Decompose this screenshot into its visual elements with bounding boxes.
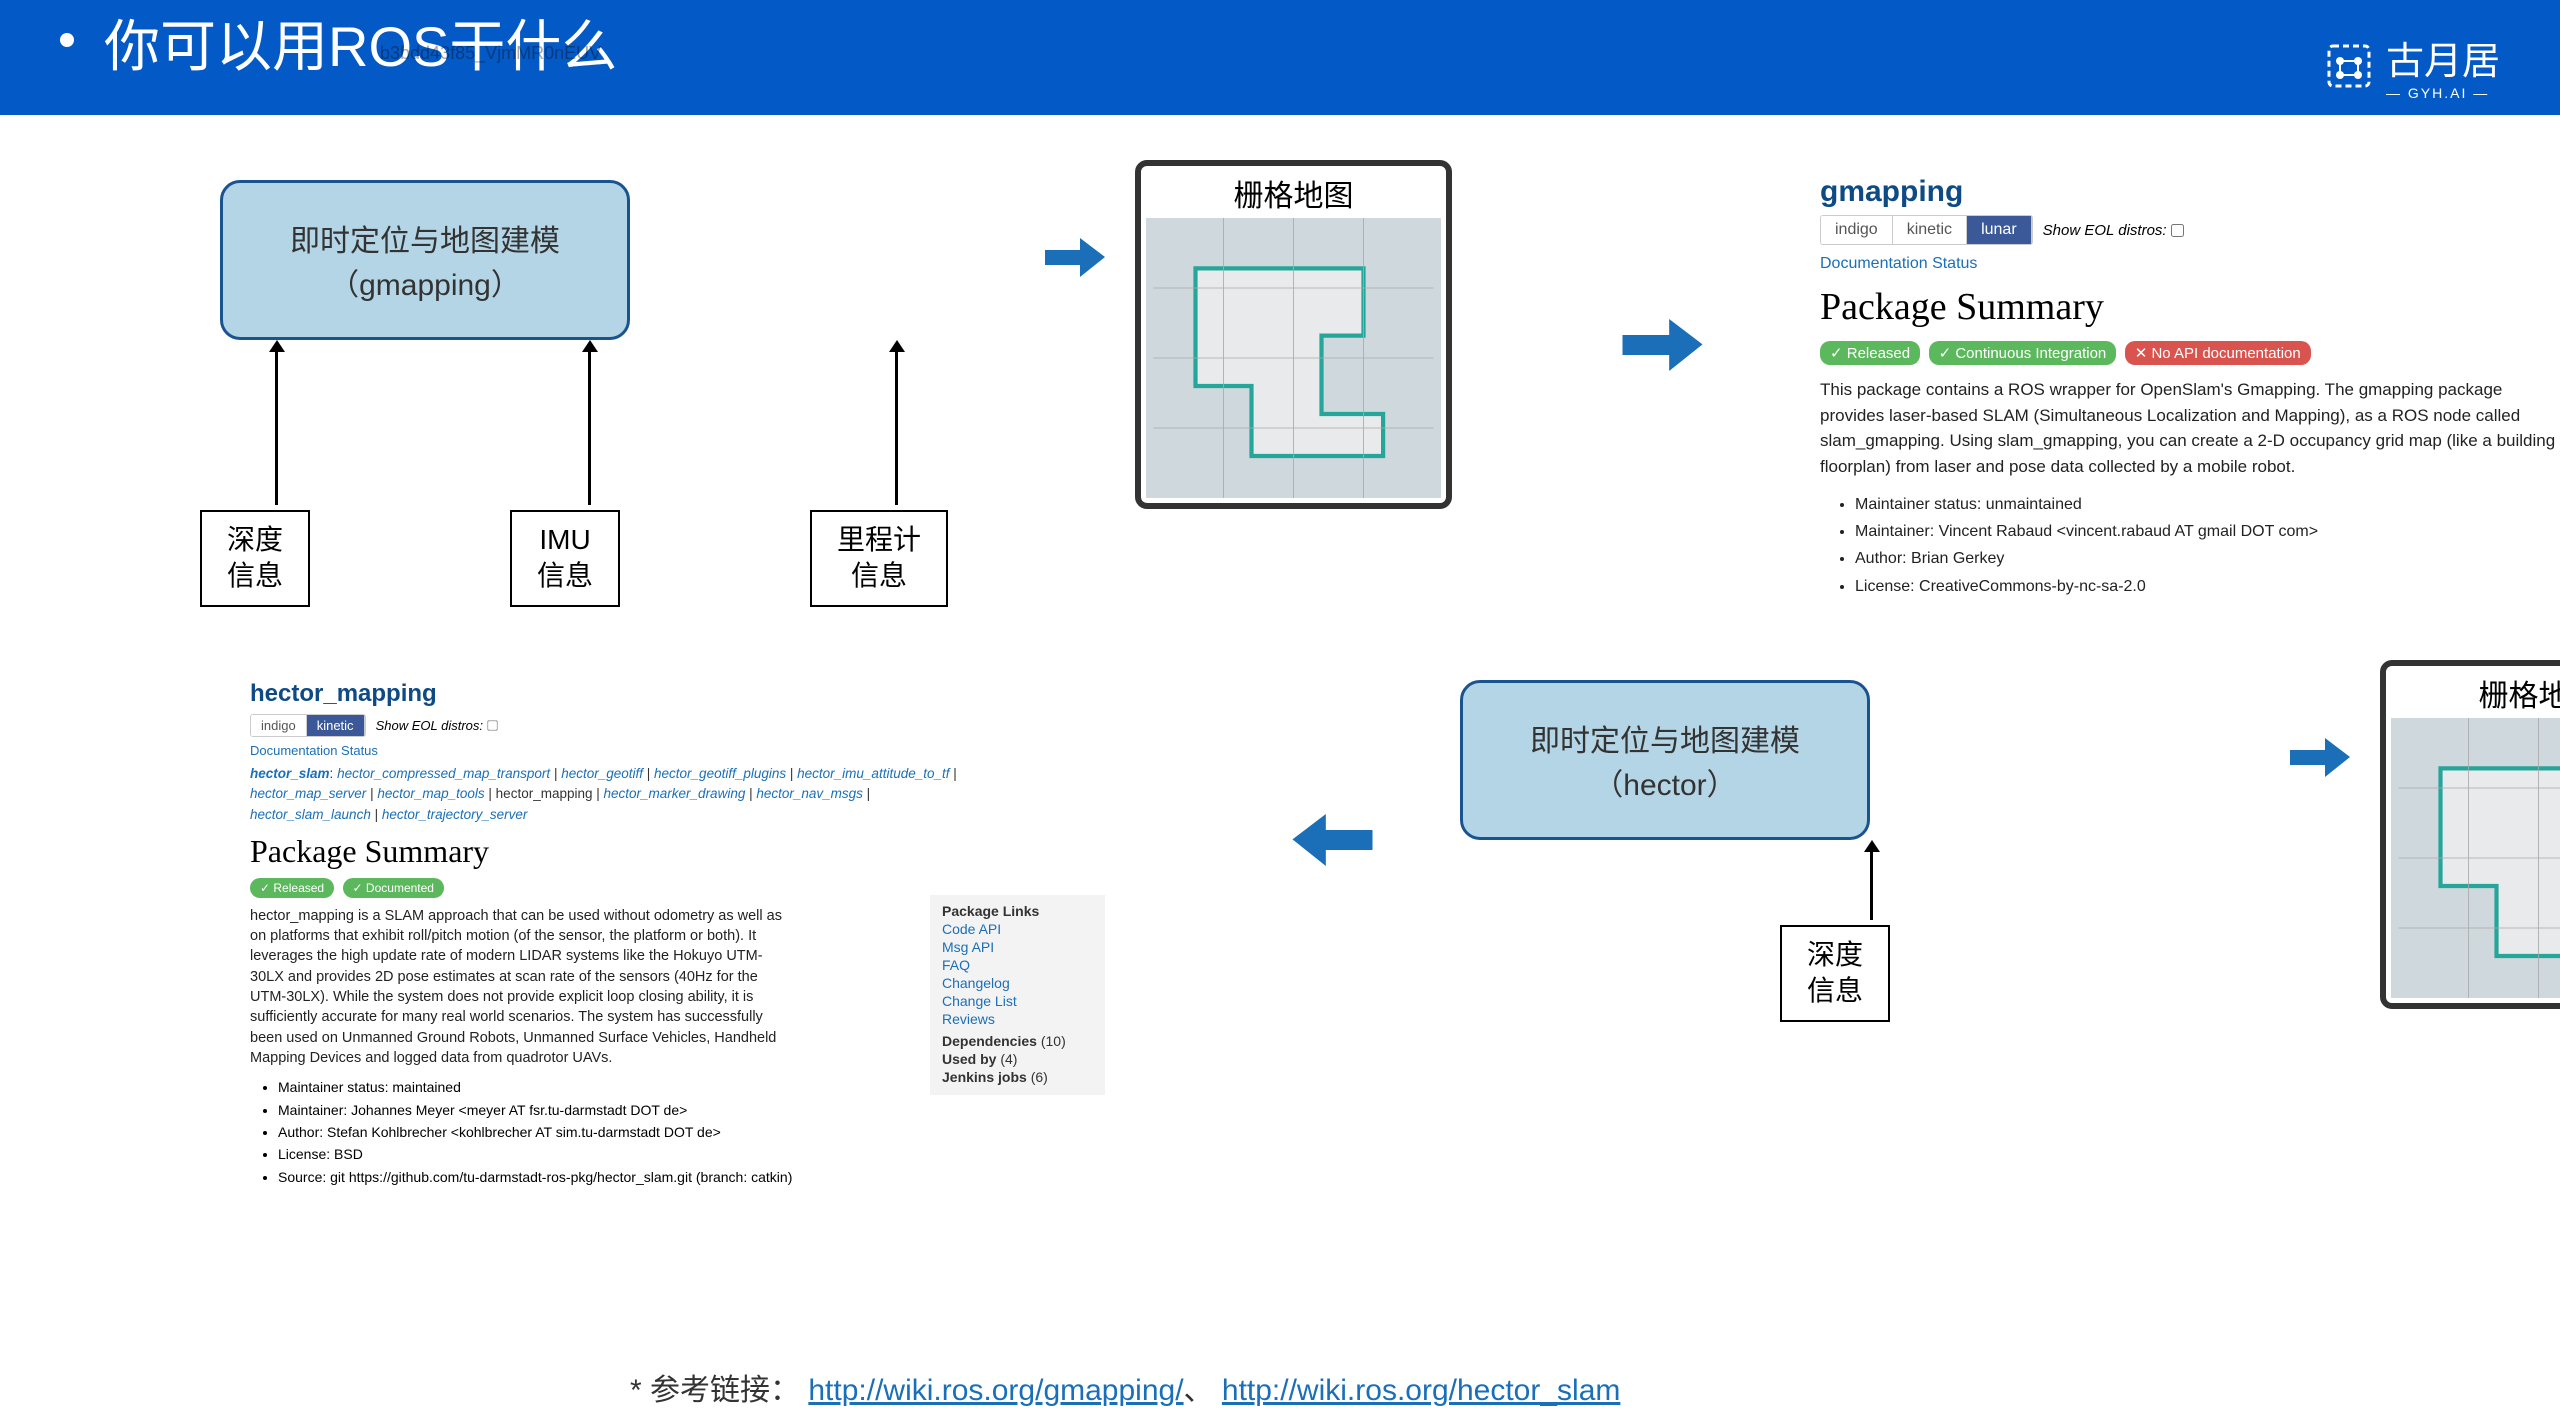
slide-content: b3bdd43f85_VjmMR0nEUV 即时定位与地图建模 （gmappin… [0, 115, 2560, 1419]
eol-label: Show EOL distros: [2043, 222, 2167, 239]
input-odom: 里程计 信息 [810, 510, 948, 607]
reference-footer: * 参考链接： http://wiki.ros.org/gmapping/、 h… [630, 1365, 1620, 1409]
map-image [1146, 218, 1441, 498]
gmapping-meta: Maintainer status: unmaintained Maintain… [1855, 491, 2560, 600]
package-links-sidebar: Package Links Code API Msg API FAQ Chang… [930, 895, 1105, 1095]
map-label: 栅格地图 [2391, 671, 2560, 715]
ref-link-gmapping[interactable]: http://wiki.ros.org/gmapping/ [808, 1374, 1183, 1407]
badge-ci: ✓ Continuous Integration [1929, 341, 2117, 365]
gmapping-badges: ✓ Released ✓ Continuous Integration ✕ No… [1820, 341, 2560, 365]
grid-map-bottom: 栅格地图 [2380, 660, 2560, 1009]
meta-item: Maintainer: Vincent Rabaud <vincent.raba… [1855, 518, 2560, 545]
watermark: b3bdd43f85_VjmMR0nEUV [380, 43, 601, 64]
arrow-to-gmapping-wiki [1620, 315, 1705, 375]
hector-tabs: indigo kinetic [250, 714, 366, 737]
hector-package-list: hector_slam: hector_compressed_map_trans… [250, 764, 990, 825]
eol-label: Show EOL distros: [376, 718, 483, 733]
arrow-to-hector-wiki [1290, 810, 1375, 870]
grid-map-top: 栅格地图 [1135, 160, 1452, 509]
hector-slam-box: 即时定位与地图建模 （hector） [1460, 680, 1870, 840]
badge-released: ✓ Released [1820, 341, 1920, 365]
link-changelog[interactable]: Changelog [942, 975, 1093, 991]
sidebar-title: Package Links [942, 903, 1039, 919]
gmapping-slam-box: 即时定位与地图建模 （gmapping） [220, 180, 630, 340]
logo-icon [2324, 41, 2374, 91]
tab-kinetic[interactable]: kinetic [1893, 216, 1967, 244]
meta-item: Author: Brian Gerkey [1855, 545, 2560, 572]
doc-status-link[interactable]: Documentation Status [250, 743, 1180, 758]
slam-label-1: 即时定位与地图建模 [290, 216, 560, 260]
hector-wiki-panel: hector_mapping indigo kinetic Show EOL d… [250, 680, 1180, 1188]
tab-lunar[interactable]: lunar [1967, 216, 2032, 244]
link-faq[interactable]: FAQ [942, 957, 1093, 973]
logo-text: 古月居 [2386, 41, 2500, 83]
logo-subtext: — GYH.AI — [2386, 85, 2500, 101]
link-code-api[interactable]: Code API [942, 921, 1093, 937]
package-summary-heading: Package Summary [250, 833, 1180, 870]
badge-nodoc: ✕ No API documentation [2125, 341, 2311, 365]
arrow-depth [275, 350, 278, 505]
bullet-icon [60, 33, 74, 47]
tab-indigo[interactable]: indigo [1821, 216, 1893, 244]
gmapping-wiki-panel: gmapping indigo kinetic lunar Show EOL d… [1820, 175, 2560, 600]
meta-item: License: BSD [278, 1143, 1180, 1165]
meta-item: Maintainer status: unmaintained [1855, 491, 2560, 518]
gmapping-title[interactable]: gmapping [1820, 175, 2560, 209]
eol-checkbox[interactable] [2171, 224, 2184, 237]
map-image [2391, 718, 2560, 998]
input-depth-hector: 深度 信息 [1780, 925, 1890, 1022]
gmapping-tabs: indigo kinetic lunar [1820, 215, 2033, 245]
tab-kinetic[interactable]: kinetic [307, 715, 365, 736]
meta-item: Maintainer: Johannes Meyer <meyer AT fsr… [278, 1099, 1180, 1121]
slam-label-1: 即时定位与地图建模 [1530, 716, 1800, 760]
arrow-to-map-top [1045, 235, 1105, 280]
slam-label-2: （gmapping） [329, 260, 521, 304]
arrow-imu [588, 350, 591, 505]
input-imu: IMU 信息 [510, 510, 620, 607]
slam-label-2: （hector） [1593, 760, 1736, 804]
package-summary-heading: Package Summary [1820, 285, 2560, 329]
input-depth: 深度 信息 [200, 510, 310, 607]
eol-checkbox[interactable] [487, 720, 497, 730]
badge-released: ✓ Released [250, 878, 334, 898]
ref-link-hector[interactable]: http://wiki.ros.org/hector_slam [1222, 1374, 1620, 1407]
source-link[interactable]: https://github.com/tu-darmstadt-ros-pkg/… [349, 1169, 692, 1185]
meta-source: Source: git https://github.com/tu-darmst… [278, 1166, 1180, 1188]
link-msg-api[interactable]: Msg API [942, 939, 1093, 955]
doc-status-link[interactable]: Documentation Status [1820, 255, 2560, 273]
gmapping-description: This package contains a ROS wrapper for … [1820, 377, 2560, 479]
map-label: 栅格地图 [1146, 171, 1441, 215]
meta-item: Author: Stefan Kohlbrecher <kohlbrecher … [278, 1121, 1180, 1143]
badge-documented: ✓ Documented [343, 878, 444, 898]
link-reviews[interactable]: Reviews [942, 1011, 1093, 1027]
arrow-to-map-bottom [2290, 735, 2350, 780]
arrow-odom [895, 350, 898, 505]
hector-title[interactable]: hector_mapping [250, 680, 1180, 708]
brand-logo: 古月居 — GYH.AI — [2324, 30, 2500, 101]
meta-item: License: CreativeCommons-by-nc-sa-2.0 [1855, 573, 2560, 600]
arrow-depth-hector [1870, 850, 1873, 920]
link-changelist[interactable]: Change List [942, 993, 1093, 1009]
hector-description: hector_mapping is a SLAM approach that c… [250, 906, 790, 1068]
tab-indigo[interactable]: indigo [251, 715, 307, 736]
ref-label: * 参考链接： [630, 1374, 800, 1407]
